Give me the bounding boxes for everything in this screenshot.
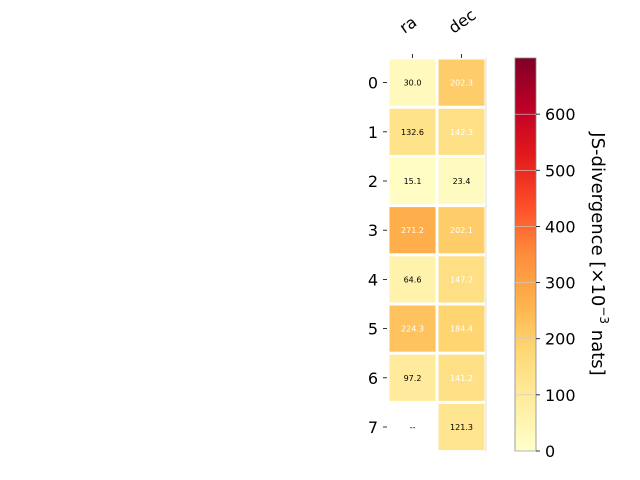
heatmap-cell-rect (438, 108, 485, 155)
column-tick-labels: ra dec (396, 5, 479, 58)
heatmap-cells: 30.0 202.3 132.6 142.3 15.1 23.4 271.2 202.1 64.… (389, 58, 487, 452)
heatmap-cell: 202.3 (438, 59, 485, 106)
heatmap-cell-label: 23.4 (453, 177, 471, 186)
heatmap-cell: 64.6 (389, 256, 436, 303)
heatmap-cell-label: 15.1 (404, 177, 422, 186)
heatmap-cell: 97.2 (389, 354, 436, 401)
heatmap-cell: 224.3 (389, 305, 436, 352)
heatmap-cell-label: 30.0 (404, 79, 422, 88)
heatmap-cell-rect (438, 305, 485, 352)
colorbar-tick-label: 0 (545, 442, 555, 461)
heatmap-cell-label: 224.3 (401, 325, 424, 334)
heatmap-cell: 132.6 (389, 108, 436, 155)
heatmap-cell-label: 64.6 (404, 275, 422, 284)
row-tick-label: 5 (368, 320, 378, 339)
row-tick-label: 6 (368, 369, 378, 388)
row-tick-label: 2 (368, 172, 378, 191)
row-tick-label: 7 (368, 418, 378, 437)
colorbar-tick-label: 600 (545, 105, 576, 124)
heatmap-cell-label: 97.2 (404, 374, 422, 383)
heatmap-cell-label: 202.1 (450, 226, 473, 235)
row-tick-label: 1 (368, 123, 378, 142)
heatmap-cell: 141.2 (438, 354, 485, 401)
heatmap-cell-rect (389, 256, 436, 303)
colorbar-tick-label: 300 (545, 274, 576, 293)
heatmap-cell: 184.4 (438, 305, 485, 352)
heatmap-cell: 202.1 (438, 207, 485, 254)
heatmap-cell-label: 147.2 (450, 275, 473, 284)
colorbar: 0 100 200 300 400 500 600 (514, 57, 576, 461)
heatmap-cell-rect (438, 256, 485, 303)
heatmap-cell-label: 271.2 (401, 226, 424, 235)
heatmap-cell-rect (438, 157, 485, 205)
heatmap-cell: 15.1 (389, 157, 436, 205)
heatmap-cell-label: 184.4 (450, 325, 473, 334)
heatmap-cell-label: -- (410, 423, 416, 432)
row-tick-labels: 0 1 2 3 4 5 6 7 (368, 74, 387, 437)
colorbar-tick-label: 400 (545, 217, 576, 236)
column-tick-label: ra (396, 12, 420, 37)
heatmap-cell: 23.4 (438, 157, 485, 205)
colorbar-label: JS-divergence [×10−3 nats] (587, 131, 611, 375)
heatmap-cell-label: 202.3 (450, 79, 473, 88)
colorbar-tick-label: 200 (545, 330, 576, 349)
heatmap-cell: 121.3 (438, 403, 485, 451)
heatmap-cell-rect (389, 354, 436, 401)
row-tick-label: 4 (368, 270, 378, 289)
heatmap-cell-rect (389, 157, 436, 205)
heatmap-cell-rect (438, 403, 485, 451)
heatmap-cell-label: 142.3 (450, 128, 473, 137)
heatmap-cell-rect (438, 59, 485, 106)
row-tick-label: 0 (368, 74, 378, 93)
heatmap-cell-rect (389, 59, 436, 106)
heatmap-cell: -- (410, 423, 416, 432)
heatmap-cell-label: 132.6 (401, 128, 424, 137)
heatmap-cell-label: 121.3 (450, 423, 473, 432)
heatmap-cell-rect (389, 305, 436, 352)
colorbar-tick-label: 500 (545, 161, 576, 180)
colorbar-gradient (514, 57, 537, 452)
heatmap-cell-rect (438, 354, 485, 401)
row-tick-label: 3 (368, 221, 378, 240)
heatmap-cell: 30.0 (389, 59, 436, 106)
heatmap-cell-rect (389, 108, 436, 155)
colorbar-tick-label: 100 (545, 386, 576, 405)
heatmap-cell-rect (438, 207, 485, 254)
heatmap-cell-label: 141.2 (450, 374, 473, 383)
column-tick-label: dec (445, 5, 479, 37)
heatmap-cell: 147.2 (438, 256, 485, 303)
heatmap-cell-rect (389, 207, 436, 254)
heatmap-cell: 271.2 (389, 207, 436, 254)
heatmap-cell: 142.3 (438, 108, 485, 155)
